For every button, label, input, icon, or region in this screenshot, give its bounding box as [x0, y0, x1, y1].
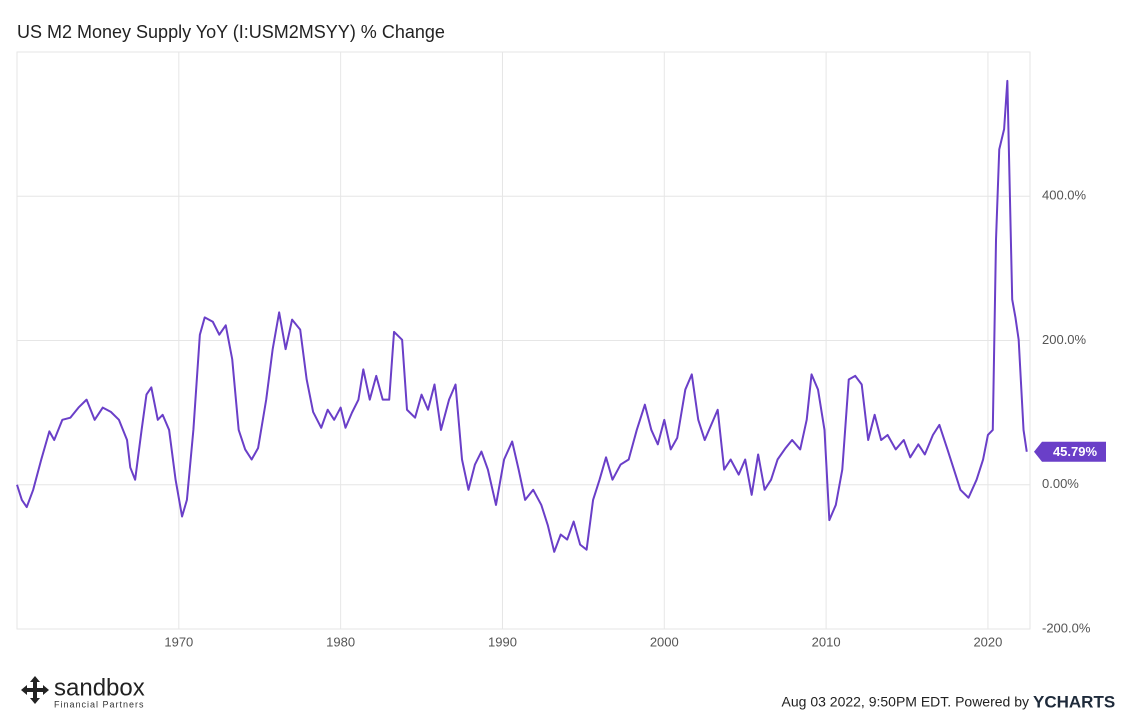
footer-brand: YCHARTS [1033, 692, 1115, 711]
x-tick-label: 2020 [973, 634, 1002, 649]
y-tick-label: -200.0% [1042, 620, 1091, 635]
y-tick-label: 200.0% [1042, 332, 1087, 347]
y-tick-label: 0.00% [1042, 476, 1079, 491]
chart-title: US M2 Money Supply YoY (I:USM2MSYY) % Ch… [17, 22, 445, 42]
x-tick-label: 1980 [326, 634, 355, 649]
logo: sandbox Financial Partners [21, 674, 145, 709]
logo-name: sandbox [54, 674, 145, 701]
footer-text: Aug 03 2022, 9:50PM EDT. Powered by [782, 694, 1029, 710]
x-tick-label: 1990 [488, 634, 517, 649]
x-tick-label: 2000 [650, 634, 679, 649]
y-tick-label: 400.0% [1042, 188, 1087, 203]
logo-tagline: Financial Partners [54, 699, 145, 709]
x-tick-label: 2010 [812, 634, 841, 649]
line-series [16, 79, 1028, 553]
value-badge-label: 45.79% [1053, 444, 1098, 459]
x-tick-label: 1970 [164, 634, 193, 649]
logo-icon [21, 676, 49, 704]
value-badge [1034, 441, 1106, 462]
